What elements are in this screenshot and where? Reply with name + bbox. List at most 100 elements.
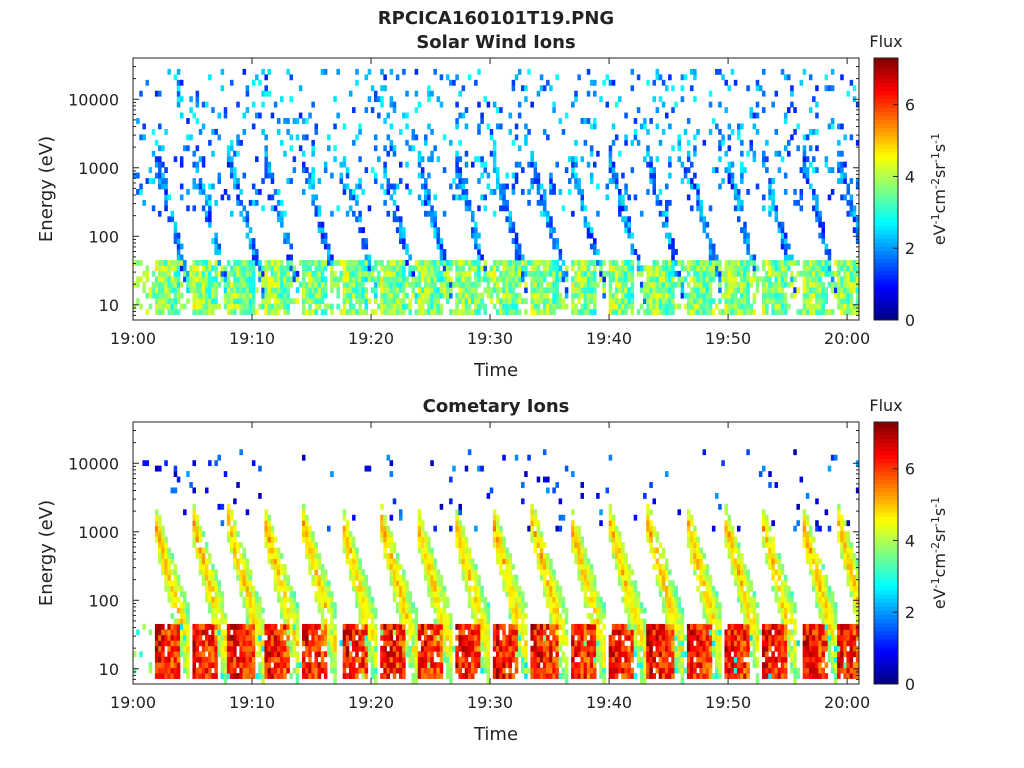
- heatmap-cell: [611, 123, 616, 130]
- heatmap-cell: [261, 287, 265, 294]
- heatmap-cell: [217, 640, 222, 647]
- heatmap-cell: [542, 199, 547, 206]
- heatmap-cell: [164, 542, 168, 548]
- heatmap-cell: [424, 574, 428, 581]
- heatmap-cell: [808, 281, 813, 288]
- heatmap-cell: [439, 281, 444, 288]
- heatmap-cell: [352, 265, 356, 272]
- heatmap-cell: [355, 194, 359, 201]
- heatmap-cell: [327, 629, 331, 636]
- heatmap-cell: [208, 276, 212, 283]
- heatmap-cell: [352, 585, 356, 592]
- heatmap-cell: [652, 270, 656, 277]
- heatmap-cell: [824, 259, 829, 266]
- heatmap-cell: [308, 645, 312, 652]
- heatmap-cell: [239, 199, 243, 206]
- heatmap-cell: [280, 629, 284, 636]
- heatmap-cell: [467, 298, 472, 305]
- heatmap-cell: [330, 629, 334, 636]
- heatmap-cell: [489, 189, 494, 195]
- heatmap-cell: [633, 128, 638, 135]
- heatmap-cell: [233, 656, 237, 663]
- heatmap-cell: [571, 287, 575, 294]
- heatmap-cell: [690, 161, 694, 168]
- heatmap-cell: [233, 623, 237, 630]
- heatmap-cell: [311, 542, 315, 548]
- heatmap-cell: [455, 123, 459, 130]
- heatmap-cell: [458, 139, 462, 146]
- heatmap-cell: [323, 580, 328, 587]
- heatmap-cell: [195, 281, 200, 288]
- heatmap-cell: [849, 199, 854, 206]
- heatmap-cell: [342, 156, 347, 163]
- heatmap-cell: [233, 531, 237, 538]
- heatmap-cell: [677, 259, 682, 266]
- heatmap-cell: [715, 259, 719, 266]
- heatmap-cell: [718, 287, 722, 294]
- heatmap-cell: [348, 270, 353, 277]
- heatmap-cell: [242, 287, 247, 294]
- heatmap-cell: [289, 74, 293, 81]
- heatmap-cell: [392, 309, 397, 315]
- x-axis-label: Time: [473, 360, 518, 381]
- heatmap-cell: [251, 183, 256, 190]
- heatmap-cell: [614, 276, 619, 283]
- heatmap-cell: [389, 662, 394, 669]
- heatmap-cell: [289, 298, 293, 305]
- heatmap-cell: [464, 667, 469, 674]
- heatmap-cell: [233, 542, 237, 548]
- heatmap-cell: [204, 309, 209, 315]
- heatmap-cell: [727, 161, 732, 168]
- heatmap-cell: [273, 585, 278, 592]
- heatmap-cell: [364, 292, 369, 299]
- heatmap-cell: [511, 172, 516, 179]
- heatmap-cell: [148, 629, 153, 636]
- heatmap-cell: [718, 139, 722, 146]
- heatmap-cell: [164, 574, 168, 581]
- heatmap-cell: [186, 602, 190, 608]
- heatmap-cell: [815, 276, 819, 283]
- heatmap-cell: [458, 558, 462, 565]
- heatmap-cell: [161, 309, 165, 315]
- heatmap-cell: [255, 651, 259, 658]
- heatmap-cell: [233, 172, 237, 179]
- heatmap-cell: [380, 259, 384, 266]
- heatmap-cell: [248, 281, 253, 288]
- heatmap-cell: [761, 161, 766, 168]
- heatmap-cell: [583, 216, 588, 223]
- heatmap-cell: [761, 90, 766, 97]
- heatmap-cell: [474, 259, 478, 266]
- heatmap-cell: [552, 265, 556, 272]
- heatmap-cell: [455, 645, 459, 652]
- heatmap-cell: [808, 309, 813, 315]
- heatmap-cell: [367, 640, 372, 647]
- heatmap-cell: [342, 656, 347, 663]
- heatmap-cell: [173, 651, 178, 658]
- heatmap-cell: [230, 139, 234, 146]
- heatmap-cell: [373, 281, 378, 288]
- heatmap-cell: [198, 287, 203, 294]
- heatmap-cell: [289, 145, 293, 152]
- heatmap-cell: [186, 471, 190, 477]
- heatmap-cell: [671, 281, 675, 288]
- panel-title: Solar Wind Ions: [416, 32, 575, 53]
- heatmap-cell: [790, 281, 794, 288]
- heatmap-cell: [405, 183, 409, 190]
- heatmap-cell: [852, 259, 857, 266]
- heatmap-cell: [461, 569, 466, 576]
- heatmap-cell: [236, 281, 240, 288]
- heatmap-cell: [236, 558, 240, 565]
- heatmap-cell: [624, 139, 628, 146]
- heatmap-cell: [230, 298, 234, 305]
- heatmap-cell: [561, 259, 566, 266]
- heatmap-cell: [564, 303, 569, 310]
- heatmap-cell: [430, 673, 434, 679]
- heatmap-cell: [223, 287, 228, 294]
- heatmap-cell: [308, 112, 312, 119]
- heatmap-cell: [793, 292, 797, 299]
- heatmap-cell: [505, 259, 509, 266]
- heatmap-cell: [442, 281, 447, 288]
- heatmap-cell: [799, 270, 804, 277]
- heatmap-cell: [736, 287, 741, 294]
